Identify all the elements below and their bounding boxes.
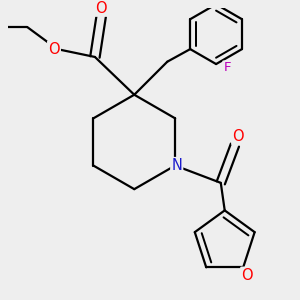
Text: O: O xyxy=(48,42,60,57)
Text: F: F xyxy=(224,61,231,74)
Text: O: O xyxy=(232,129,244,144)
Text: O: O xyxy=(95,1,107,16)
Text: O: O xyxy=(241,268,253,283)
Text: N: N xyxy=(171,158,182,173)
